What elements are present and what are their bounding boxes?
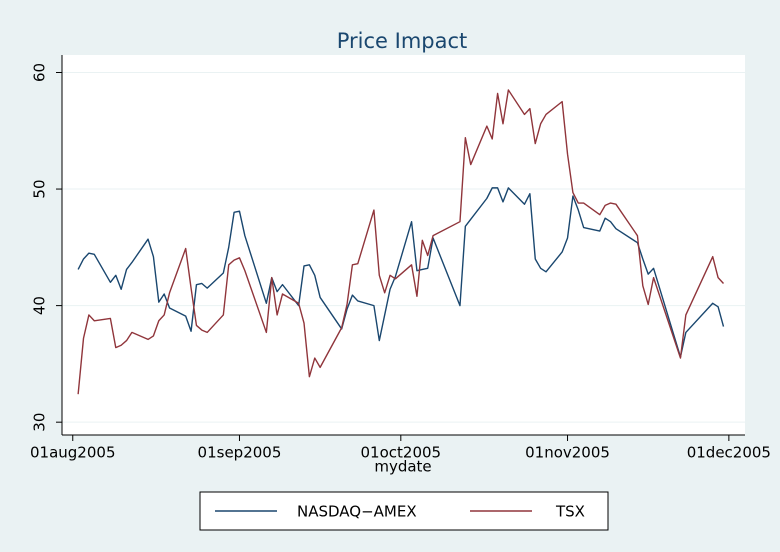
x-tick-label: 01aug2005 <box>30 444 115 462</box>
x-tick-label: 01oct2005 <box>361 444 442 462</box>
chart-title: Price Impact <box>337 29 468 53</box>
x-axis-title: mydate <box>374 458 431 476</box>
plot-area <box>62 55 745 435</box>
y-tick-label: 40 <box>31 296 49 315</box>
y-tick-label: 60 <box>31 63 49 82</box>
x-tick-label: 01nov2005 <box>525 444 610 462</box>
legend-label: NASDAQ−AMEX <box>297 503 417 521</box>
series-line <box>77 187 725 358</box>
y-tick-label: 50 <box>31 180 49 199</box>
y-tick-label: 30 <box>31 413 49 432</box>
x-tick-label: 01dec2005 <box>687 444 771 462</box>
series-line <box>77 89 725 395</box>
legend-label: TSX <box>555 503 585 521</box>
x-tick-label: 01sep2005 <box>198 444 282 462</box>
